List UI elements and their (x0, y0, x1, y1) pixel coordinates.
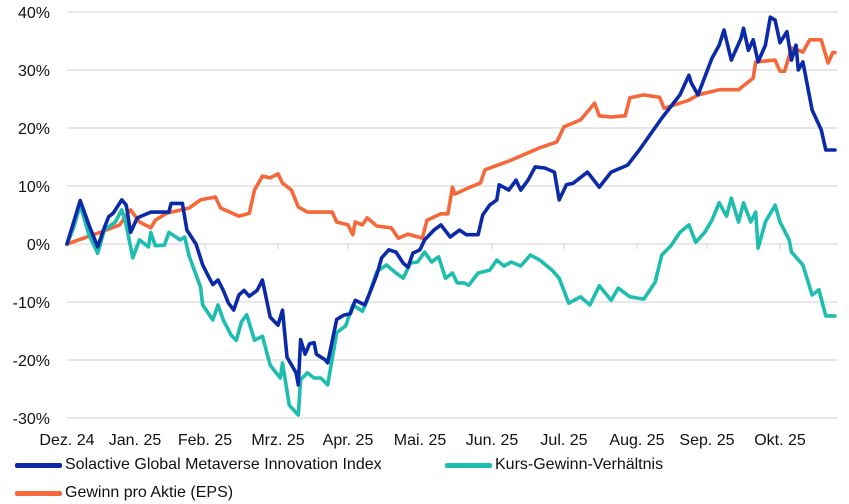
legend-label-eps: Gewinn pro Aktie (EPS) (65, 484, 234, 501)
y-tick-label: 30% (18, 63, 50, 80)
series-line (65, 196, 837, 417)
y-tick-label: -10% (13, 295, 50, 312)
series-1 (65, 196, 837, 417)
series-line (65, 15, 837, 387)
x-tick-label: Mrz. 25 (251, 432, 304, 449)
legend-item-pe-ratio: Kurs-Gewinn-Verhältnis (445, 456, 663, 474)
x-tick-label: Dez. 24 (39, 432, 94, 449)
x-tick-label: Jul. 25 (540, 432, 587, 449)
legend-swatch-pe-ratio (445, 462, 492, 468)
x-axis-tick-labels: Dez. 24 Jan. 25 Feb. 25 Mrz. 25 Apr. 25 Mai. … (39, 432, 805, 449)
y-tick-label: -30% (13, 411, 50, 428)
x-tick-label: Jan. 25 (109, 432, 162, 449)
y-tick-label: -20% (13, 353, 50, 370)
x-tick-label: Okt. 25 (754, 432, 806, 449)
series-2 (65, 38, 837, 246)
series-line (65, 38, 837, 246)
y-tick-label: 40% (18, 5, 50, 22)
y-tick-label: 0% (27, 237, 50, 254)
x-tick-label: Apr. 25 (323, 432, 374, 449)
legend-label-pe-ratio: Kurs-Gewinn-Verhältnis (495, 456, 664, 473)
legend-label-index: Solactive Global Metaverse Innovation In… (65, 456, 382, 473)
y-tick-label: 20% (18, 121, 50, 138)
legend-item-index: Solactive Global Metaverse Innovation In… (15, 456, 382, 474)
x-tick-label: Sep. 25 (679, 432, 734, 449)
x-tick-label: Feb. 25 (178, 432, 232, 449)
x-tick-label: Mai. 25 (394, 432, 447, 449)
series-0 (65, 15, 837, 387)
x-tick-label: Aug. 25 (609, 432, 664, 449)
legend-swatch-index (15, 462, 62, 468)
series-lines (65, 15, 837, 417)
y-tick-label: 10% (18, 179, 50, 196)
y-axis-tick-labels: 40% 30% 20% 10% 0% -10% -20% -30% (13, 5, 50, 428)
x-tick-label: Jun. 25 (466, 432, 519, 449)
legend-swatch-eps (15, 490, 62, 496)
legend-item-eps: Gewinn pro Aktie (EPS) (15, 484, 233, 502)
